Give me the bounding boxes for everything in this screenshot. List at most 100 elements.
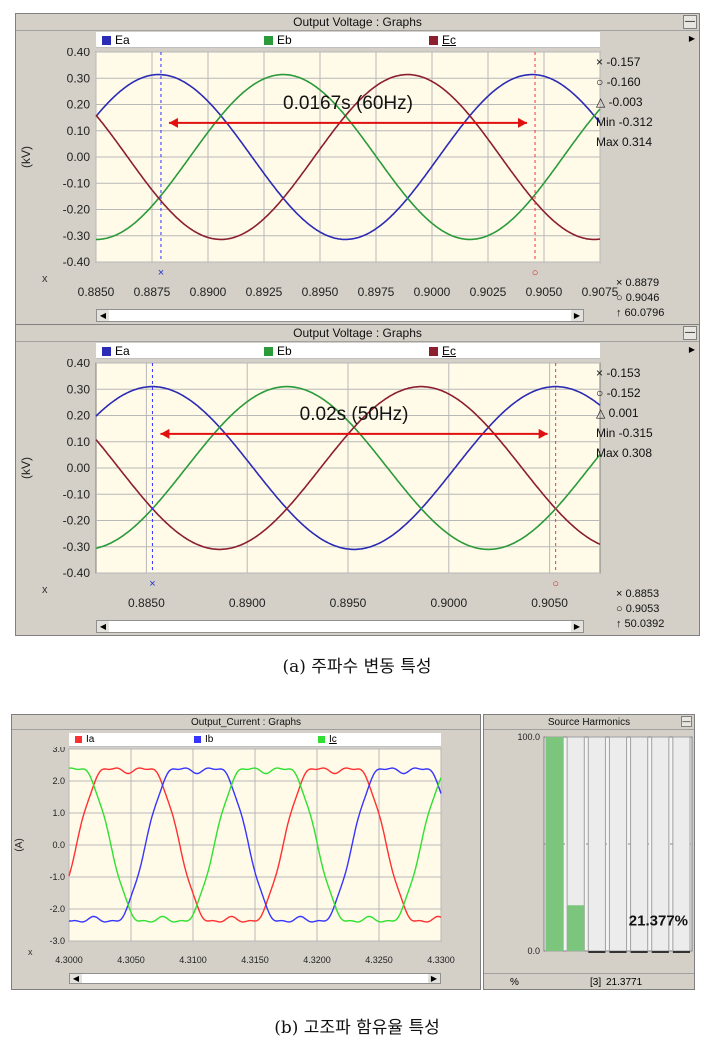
cursor-circle-marker: ○	[532, 267, 539, 279]
harmonic-bar	[567, 905, 585, 951]
x-readout-cross: × 0.8853	[616, 588, 660, 600]
x-tick-label: 4.3100	[179, 955, 207, 965]
x-tick-label: 4.3300	[427, 955, 455, 965]
horizontal-scrollbar[interactable]: ◀ ▶	[69, 973, 441, 984]
series-eb-line	[95, 385, 601, 551]
legend-eb: Eb	[264, 33, 292, 47]
y-readouts: × -0.153 ○ -0.152 △ 0.001 Min -0.315 Max…	[596, 363, 653, 463]
series-eb-line	[96, 73, 601, 241]
readout-cross: × -0.153	[596, 366, 641, 380]
x-tick-label: 0.8900	[190, 285, 227, 299]
series-ib-line	[68, 767, 442, 923]
bar-slot	[608, 736, 628, 952]
series-ec-line	[95, 73, 601, 241]
x-tick-label: 0.8850	[78, 285, 115, 299]
x-tick-label: 0.9025	[470, 285, 507, 299]
horizontal-scrollbar[interactable]: ◀ ▶	[96, 620, 584, 633]
x-tick-label: 0.8950	[302, 285, 339, 299]
y-tick-label: -0.30	[63, 540, 91, 554]
minimize-button[interactable]: —	[681, 716, 692, 727]
y-readouts: × -0.157 ○ -0.160 △ -0.003 Min -0.312 Ma…	[596, 52, 653, 152]
legend-swatch-ic	[318, 736, 325, 743]
legend-bar: Ea Eb Ec	[96, 343, 600, 359]
y-tick-label: 0.20	[67, 409, 91, 423]
panel-title: Source Harmonics	[484, 715, 694, 730]
legend-bar: Ia Ib Ic	[69, 733, 441, 747]
panel-title: Output Voltage : Graphs	[16, 325, 699, 342]
title-text: Source Harmonics	[547, 717, 631, 728]
y-tick-label: 2.0	[52, 776, 65, 786]
legend-swatch-ec	[429, 346, 438, 356]
y-tick-label: -0.40	[63, 566, 91, 580]
y-tick-label: 100.0	[517, 732, 540, 742]
readout-min: Min -0.315	[596, 426, 653, 440]
readout-circle: ○ -0.152	[596, 386, 641, 400]
minimize-button[interactable]: —	[683, 15, 697, 29]
x-tick-label: 0.9000	[414, 285, 451, 299]
annotation-arrow-head-left	[168, 117, 178, 128]
side-scroll-arrow[interactable]: ▶	[688, 345, 695, 354]
caption-b: (b) 고조파 함유율 특성	[274, 1018, 440, 1038]
legend-ea: Ea	[102, 344, 130, 358]
title-text: Output Voltage : Graphs	[293, 15, 422, 29]
x-axis-label: x	[42, 584, 48, 596]
scroll-right-arrow[interactable]: ▶	[428, 974, 440, 983]
y-tick-label: 0.20	[67, 98, 91, 112]
scroll-left-arrow[interactable]: ◀	[97, 310, 109, 321]
y-tick-label: 0.30	[67, 71, 91, 85]
legend-label-ea: Ea	[115, 344, 130, 358]
x-readout-circle: ○ 0.9046	[616, 292, 660, 304]
x-tick-label: 0.8975	[358, 285, 395, 299]
legend-swatch-ec	[429, 35, 438, 45]
x-tick-label: 0.9050	[526, 285, 563, 299]
x-tick-label: 0.8900	[229, 596, 266, 610]
x-tick-label: 0.8850	[128, 596, 165, 610]
scroll-left-arrow[interactable]: ◀	[70, 974, 82, 983]
x-tick-label: 0.9000	[430, 596, 467, 610]
annotation-period-label: 0.0167s (60Hz)	[283, 93, 413, 114]
y-tick-label: 1.0	[52, 808, 65, 818]
y-tick-label: -0.20	[63, 514, 91, 528]
legend-ib: Ib	[194, 734, 213, 745]
x-tick-label: 4.3050	[117, 955, 145, 965]
scroll-right-arrow[interactable]: ▶	[571, 310, 583, 321]
readout-min: Min -0.312	[596, 115, 653, 129]
harmonic-bar	[609, 951, 627, 953]
x-readout-frequency: ↑ 50.0392	[616, 618, 665, 630]
voltage-plot-50hz: 0.8850 0.8900 0.8950 0.9000 0.9050 0.40 0.30 0.…	[19, 359, 601, 610]
harmonics-footer: % [3] 21.3771	[484, 973, 694, 989]
y-tick-label: -0.10	[63, 176, 91, 190]
legend-swatch-eb	[264, 346, 273, 356]
y-tick-label: -0.10	[63, 487, 91, 501]
panel-title: Output_Current : Graphs	[12, 715, 480, 730]
harmonics-bar-chart: 100.0 0.0 21.377%	[517, 732, 693, 956]
x-readouts: × 0.8879 ○ 0.9046 ↑ 60.0796	[616, 276, 664, 321]
readout-max: Max 0.314	[596, 135, 653, 149]
scroll-left-arrow[interactable]: ◀	[97, 621, 109, 632]
legend-bar: Ea Eb Ec	[96, 32, 600, 48]
legend-eb: Eb	[264, 344, 292, 358]
caption-a: (a) 주파수 변동 특성	[282, 657, 432, 677]
legend-label-ic: Ic	[329, 734, 337, 745]
series-ea-line	[95, 385, 601, 551]
harmonic-bar	[672, 951, 690, 953]
series-ia-line	[68, 767, 442, 923]
cursor-cross-marker: ×	[158, 267, 164, 279]
x-readout-frequency: ↑ 60.0796	[616, 307, 665, 319]
annotation-arrow-head-left	[160, 428, 170, 439]
y-tick-label: 0.00	[67, 461, 91, 475]
legend-swatch-ea	[102, 35, 111, 45]
x-tick-label: 0.9050	[531, 596, 568, 610]
x-tick-label: 0.9075	[582, 285, 619, 299]
x-axis-label: x	[28, 947, 33, 957]
minimize-button[interactable]: —	[683, 326, 697, 340]
horizontal-scrollbar[interactable]: ◀ ▶	[96, 309, 584, 322]
cursor-cross-marker: ×	[149, 578, 155, 590]
side-scroll-arrow[interactable]: ▶	[688, 34, 695, 43]
legend-label-eb: Eb	[277, 344, 292, 358]
readout-max: Max 0.308	[596, 446, 653, 460]
scroll-right-arrow[interactable]: ▶	[571, 621, 583, 632]
annotation-period-label: 0.02s (50Hz)	[300, 404, 409, 425]
current-plot: 4.3000 4.3050 4.3100 4.3150 4.3200 4.3250 4.33…	[14, 747, 455, 965]
y-tick-label: 0.40	[67, 359, 91, 370]
